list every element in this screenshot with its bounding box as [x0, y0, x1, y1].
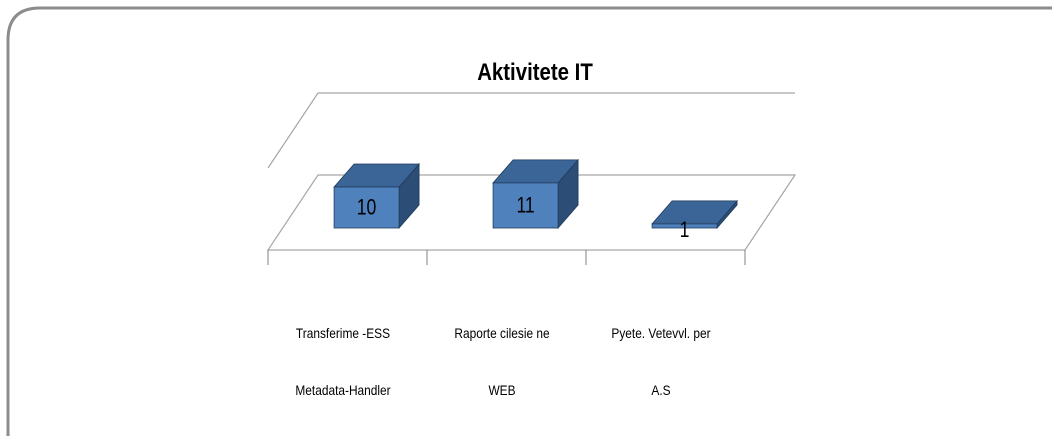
data-label: 11 — [516, 193, 534, 217]
bar — [651, 199, 738, 230]
data-label: 1 — [680, 218, 690, 242]
bar-front — [492, 182, 559, 229]
bar — [333, 162, 420, 230]
data-label: 10 — [357, 196, 377, 220]
x-tick-label: Transferime -ESS Metadata-Handler — [295, 325, 391, 398]
grid-plane — [267, 92, 795, 169]
bar-front — [651, 223, 718, 229]
x-tick-label: Pyete. Vetevvl. per A.S — [611, 325, 711, 398]
chart-border — [6, 6, 1052, 436]
bar-front — [333, 186, 400, 229]
bar — [492, 158, 579, 230]
bar-top — [651, 200, 738, 225]
chart-title: Aktivitete IT — [477, 58, 593, 85]
x-tick-label: Raporte cilesie ne WEB — [454, 325, 550, 398]
